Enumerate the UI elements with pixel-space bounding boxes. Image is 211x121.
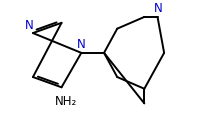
- Text: N: N: [154, 2, 163, 15]
- Text: N: N: [77, 38, 86, 51]
- Text: NH₂: NH₂: [55, 95, 77, 108]
- Text: N: N: [25, 19, 34, 31]
